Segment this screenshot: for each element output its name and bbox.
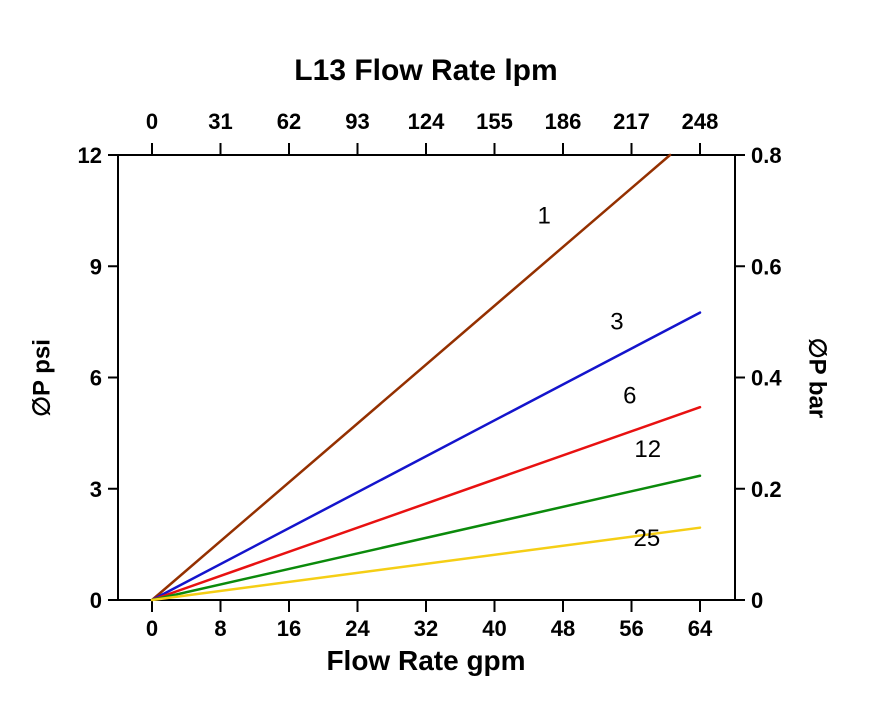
y-right-tick-label: 0.2 <box>751 477 782 502</box>
x-bottom-tick-label: 16 <box>277 616 301 641</box>
series-line-6 <box>150 405 702 602</box>
series-label-1: 1 <box>537 203 550 230</box>
x-top-tick-label: 124 <box>408 109 445 134</box>
series-line-12 <box>150 474 702 602</box>
x-top-tick-label: 93 <box>345 109 369 134</box>
series-line-25 <box>150 526 702 602</box>
x-bottom-tick-label: 40 <box>482 616 506 641</box>
y-left-tick-label: 3 <box>90 477 102 502</box>
x-axis-label-bottom: Flow Rate gpm <box>326 645 526 676</box>
y-axis-label-left: ∅P psi <box>28 339 56 417</box>
x-top-tick-label: 62 <box>277 109 301 134</box>
y-left-tick-label: 12 <box>78 143 102 168</box>
series-line-3 <box>150 311 702 602</box>
series-label-25: 25 <box>634 525 661 552</box>
x-bottom-tick-label: 8 <box>214 616 226 641</box>
y-right-tick-label: 0.8 <box>751 143 782 168</box>
y-axis-label-right: ∅P bar <box>803 337 831 419</box>
x-top-tick-label: 155 <box>476 109 513 134</box>
x-top-tick-label: 0 <box>146 109 158 134</box>
y-right-tick-label: 0.6 <box>751 254 782 279</box>
x-top-tick-label: 31 <box>208 109 232 134</box>
y-left-tick-label: 0 <box>90 588 102 613</box>
x-bottom-tick-label: 0 <box>146 616 158 641</box>
x-bottom-tick-label: 32 <box>414 616 438 641</box>
y-right-tick-label: 0.4 <box>751 366 782 391</box>
y-left-tick-label: 6 <box>90 366 102 391</box>
x-bottom-tick-label: 24 <box>345 616 370 641</box>
series-label-3: 3 <box>610 308 623 335</box>
x-top-tick-label: 217 <box>613 109 650 134</box>
series-line-1 <box>150 153 672 602</box>
x-bottom-tick-label: 48 <box>551 616 575 641</box>
x-top-tick-label: 248 <box>682 109 719 134</box>
y-left-tick-label: 9 <box>90 254 102 279</box>
chart-title: L13 Flow Rate lpm <box>294 54 558 87</box>
x-top-tick-label: 186 <box>545 109 582 134</box>
series-label-12: 12 <box>634 436 661 463</box>
x-bottom-tick-label: 64 <box>688 616 713 641</box>
y-right-tick-label: 0 <box>751 588 763 613</box>
x-bottom-tick-label: 56 <box>619 616 643 641</box>
series-label-6: 6 <box>623 382 636 409</box>
